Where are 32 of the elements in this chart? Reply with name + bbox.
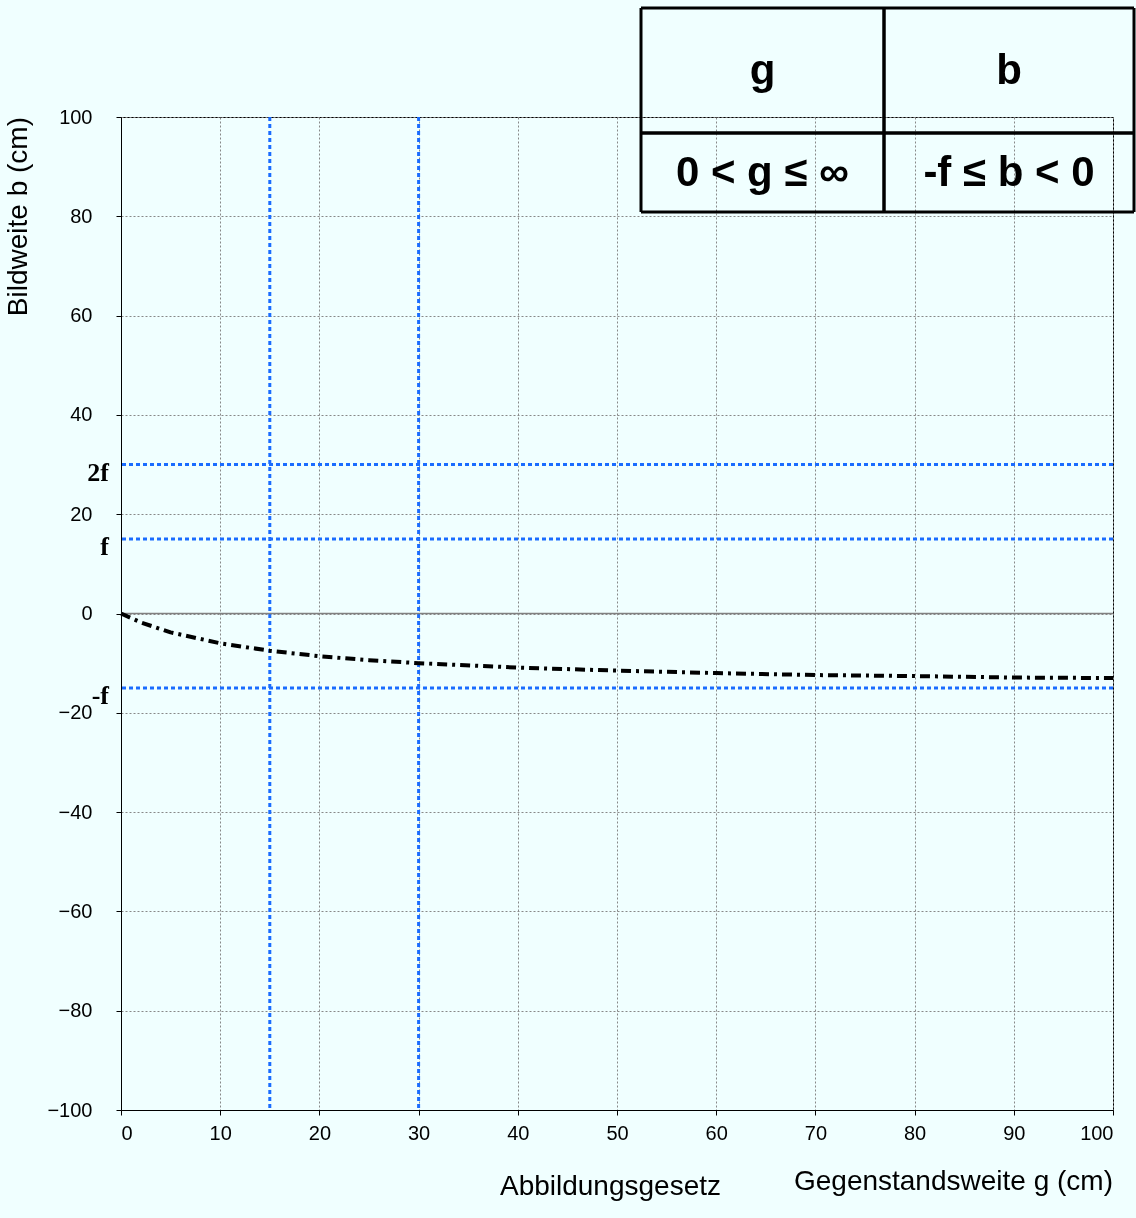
y-tick-label: 20	[70, 502, 93, 525]
y-tick-label: −100	[47, 1098, 93, 1121]
x-tick-label: 20	[308, 1121, 332, 1144]
text: g	[749, 45, 776, 93]
x-tick-label: 80	[903, 1121, 927, 1144]
x-tick-label: 50	[606, 1121, 629, 1144]
x-axis-title: Gegenstandsweite g (cm)	[793, 1165, 1113, 1196]
y-tick-label: −80	[58, 999, 93, 1022]
x-tick-label: 10	[209, 1121, 232, 1144]
annotation: -f ≤ b < 0	[923, 147, 1095, 195]
x-tick-label: 40	[507, 1121, 530, 1144]
y-tick-label: −40	[58, 800, 93, 823]
y-tick-label: 80	[70, 204, 93, 227]
x-tick-label: 70	[804, 1121, 828, 1144]
ref-line-label: f	[100, 532, 110, 562]
x-tick-label: 100	[1080, 1121, 1114, 1144]
y-tick-label: −60	[58, 899, 93, 922]
x-tick-label: 30	[407, 1121, 431, 1144]
ref-line-label: -f	[91, 680, 110, 710]
text: Abbildungsgesetz	[499, 1170, 721, 1201]
y-tick-label: 60	[70, 304, 93, 327]
x-tick-label: 90	[1003, 1121, 1026, 1144]
annotation: 0 < g ≤ ∞	[675, 147, 850, 195]
text: b	[996, 45, 1022, 93]
x-tick-label: 0	[121, 1121, 133, 1144]
y-tick-label: −20	[58, 701, 93, 724]
x-tick-label: 60	[705, 1121, 728, 1144]
y-tick-label: 100	[59, 105, 93, 128]
y-tick-label: 40	[70, 403, 93, 426]
y-tick-label: 0	[81, 602, 93, 624]
y-axis-title: Bildweite b (cm)	[2, 117, 33, 317]
ref-line-label: 2f	[87, 457, 110, 487]
